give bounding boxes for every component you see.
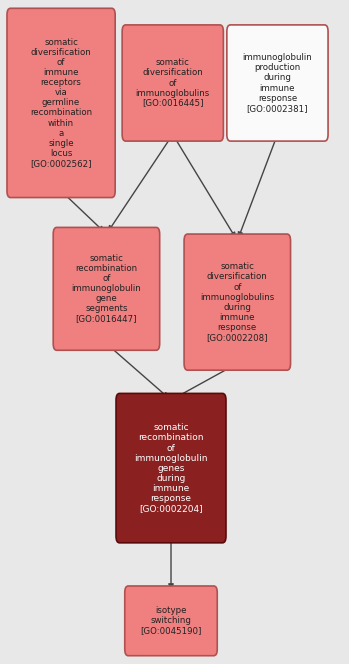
Text: immunoglobulin
production
during
immune
response
[GO:0002381]: immunoglobulin production during immune …	[243, 53, 312, 113]
FancyBboxPatch shape	[125, 586, 217, 656]
Text: somatic
diversification
of
immune
receptors
via
germline
recombination
within
a
: somatic diversification of immune recept…	[30, 38, 92, 168]
FancyBboxPatch shape	[184, 234, 290, 371]
Text: somatic
diversification
of
immunoglobulins
during
immune
response
[GO:0002208]: somatic diversification of immunoglobuli…	[200, 262, 274, 342]
FancyBboxPatch shape	[53, 227, 160, 351]
Text: somatic
diversification
of
immunoglobulins
[GO:0016445]: somatic diversification of immunoglobuli…	[136, 58, 210, 108]
FancyBboxPatch shape	[227, 25, 328, 141]
FancyBboxPatch shape	[7, 9, 115, 198]
Text: somatic
recombination
of
immunoglobulin
gene
segments
[GO:0016447]: somatic recombination of immunoglobulin …	[72, 254, 141, 323]
Text: isotype
switching
[GO:0045190]: isotype switching [GO:0045190]	[140, 606, 202, 635]
Text: somatic
recombination
of
immunoglobulin
genes
during
immune
response
[GO:0002204: somatic recombination of immunoglobulin …	[134, 424, 208, 513]
FancyBboxPatch shape	[122, 25, 223, 141]
FancyBboxPatch shape	[116, 393, 226, 543]
